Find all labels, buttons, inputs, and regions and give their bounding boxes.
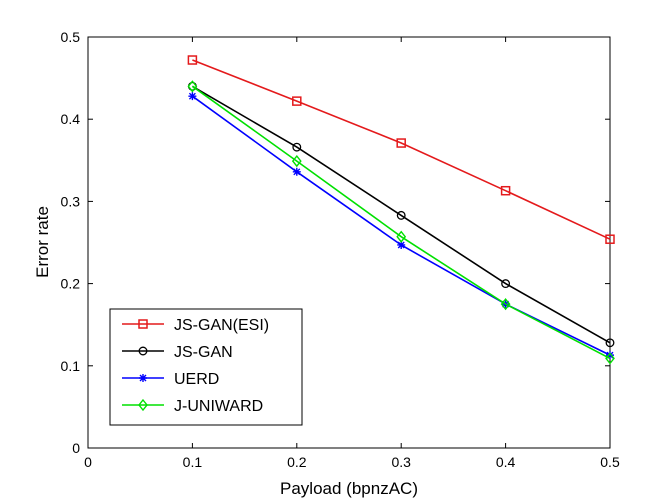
legend-label: JS-GAN(ESI) xyxy=(174,317,269,334)
y-tick-label: 0.4 xyxy=(61,111,81,127)
data-point xyxy=(291,155,302,168)
legend-label: JS-GAN xyxy=(174,344,233,361)
legend: JS-GAN(ESI) JS-GAN UERD J-UNIWARD xyxy=(109,308,303,426)
data-point xyxy=(187,55,198,65)
data-point xyxy=(396,210,406,220)
data-point xyxy=(605,338,615,348)
data-point xyxy=(605,352,615,365)
series-js-gan xyxy=(187,81,615,348)
data-point xyxy=(396,138,406,148)
axis-ticks: 0 0.1 0.2 0.3 0.4 0.5 0 0.1 0.2 0.3 0.4 0.5 xyxy=(61,29,620,470)
series-line xyxy=(191,85,611,360)
series-j-uniward xyxy=(187,80,615,365)
data-point xyxy=(187,80,198,93)
data-point xyxy=(292,142,302,152)
data-point xyxy=(501,279,511,289)
series-js-gan-esi xyxy=(187,55,615,244)
legend-label: UERD xyxy=(174,371,219,388)
y-tick-label: 0.2 xyxy=(61,276,81,292)
y-tick-label: 0.5 xyxy=(61,29,81,45)
data-point xyxy=(188,92,197,101)
data-point xyxy=(500,298,511,311)
legend-marker xyxy=(139,374,147,382)
series-line xyxy=(191,85,611,344)
data-point xyxy=(292,167,301,176)
x-tick-label: 0 xyxy=(84,454,92,470)
series-uerd xyxy=(188,92,614,360)
data-point xyxy=(605,234,615,244)
y-tick-label: 0 xyxy=(72,440,80,456)
legend-item: JS-GAN(ESI) xyxy=(122,317,269,334)
y-tick-label: 0.1 xyxy=(61,358,81,374)
legend-marker xyxy=(138,346,148,356)
legend-marker xyxy=(138,398,148,412)
y-tick-label: 0.3 xyxy=(61,193,81,209)
x-tick-label: 0.2 xyxy=(287,454,307,470)
legend-item: J-UNIWARD xyxy=(122,398,263,415)
series-line xyxy=(192,59,611,240)
x-tick-label: 0.1 xyxy=(183,454,203,470)
x-tick-label: 0.5 xyxy=(600,454,620,470)
y-axis-title: Error rate xyxy=(33,206,52,278)
legend-marker xyxy=(138,319,148,329)
data-point xyxy=(396,230,407,243)
legend-item: JS-GAN xyxy=(122,344,233,361)
legend-label: J-UNIWARD xyxy=(174,398,263,415)
x-tick-label: 0.4 xyxy=(496,454,516,470)
data-point xyxy=(292,96,302,106)
data-point xyxy=(500,185,511,196)
x-tick-label: 0.3 xyxy=(391,454,411,470)
data-point xyxy=(606,351,614,360)
x-axis-title: Payload (bpnzAC) xyxy=(280,479,418,498)
legend-item: UERD xyxy=(122,371,219,388)
series-layer xyxy=(187,55,615,365)
data-point xyxy=(397,240,406,249)
